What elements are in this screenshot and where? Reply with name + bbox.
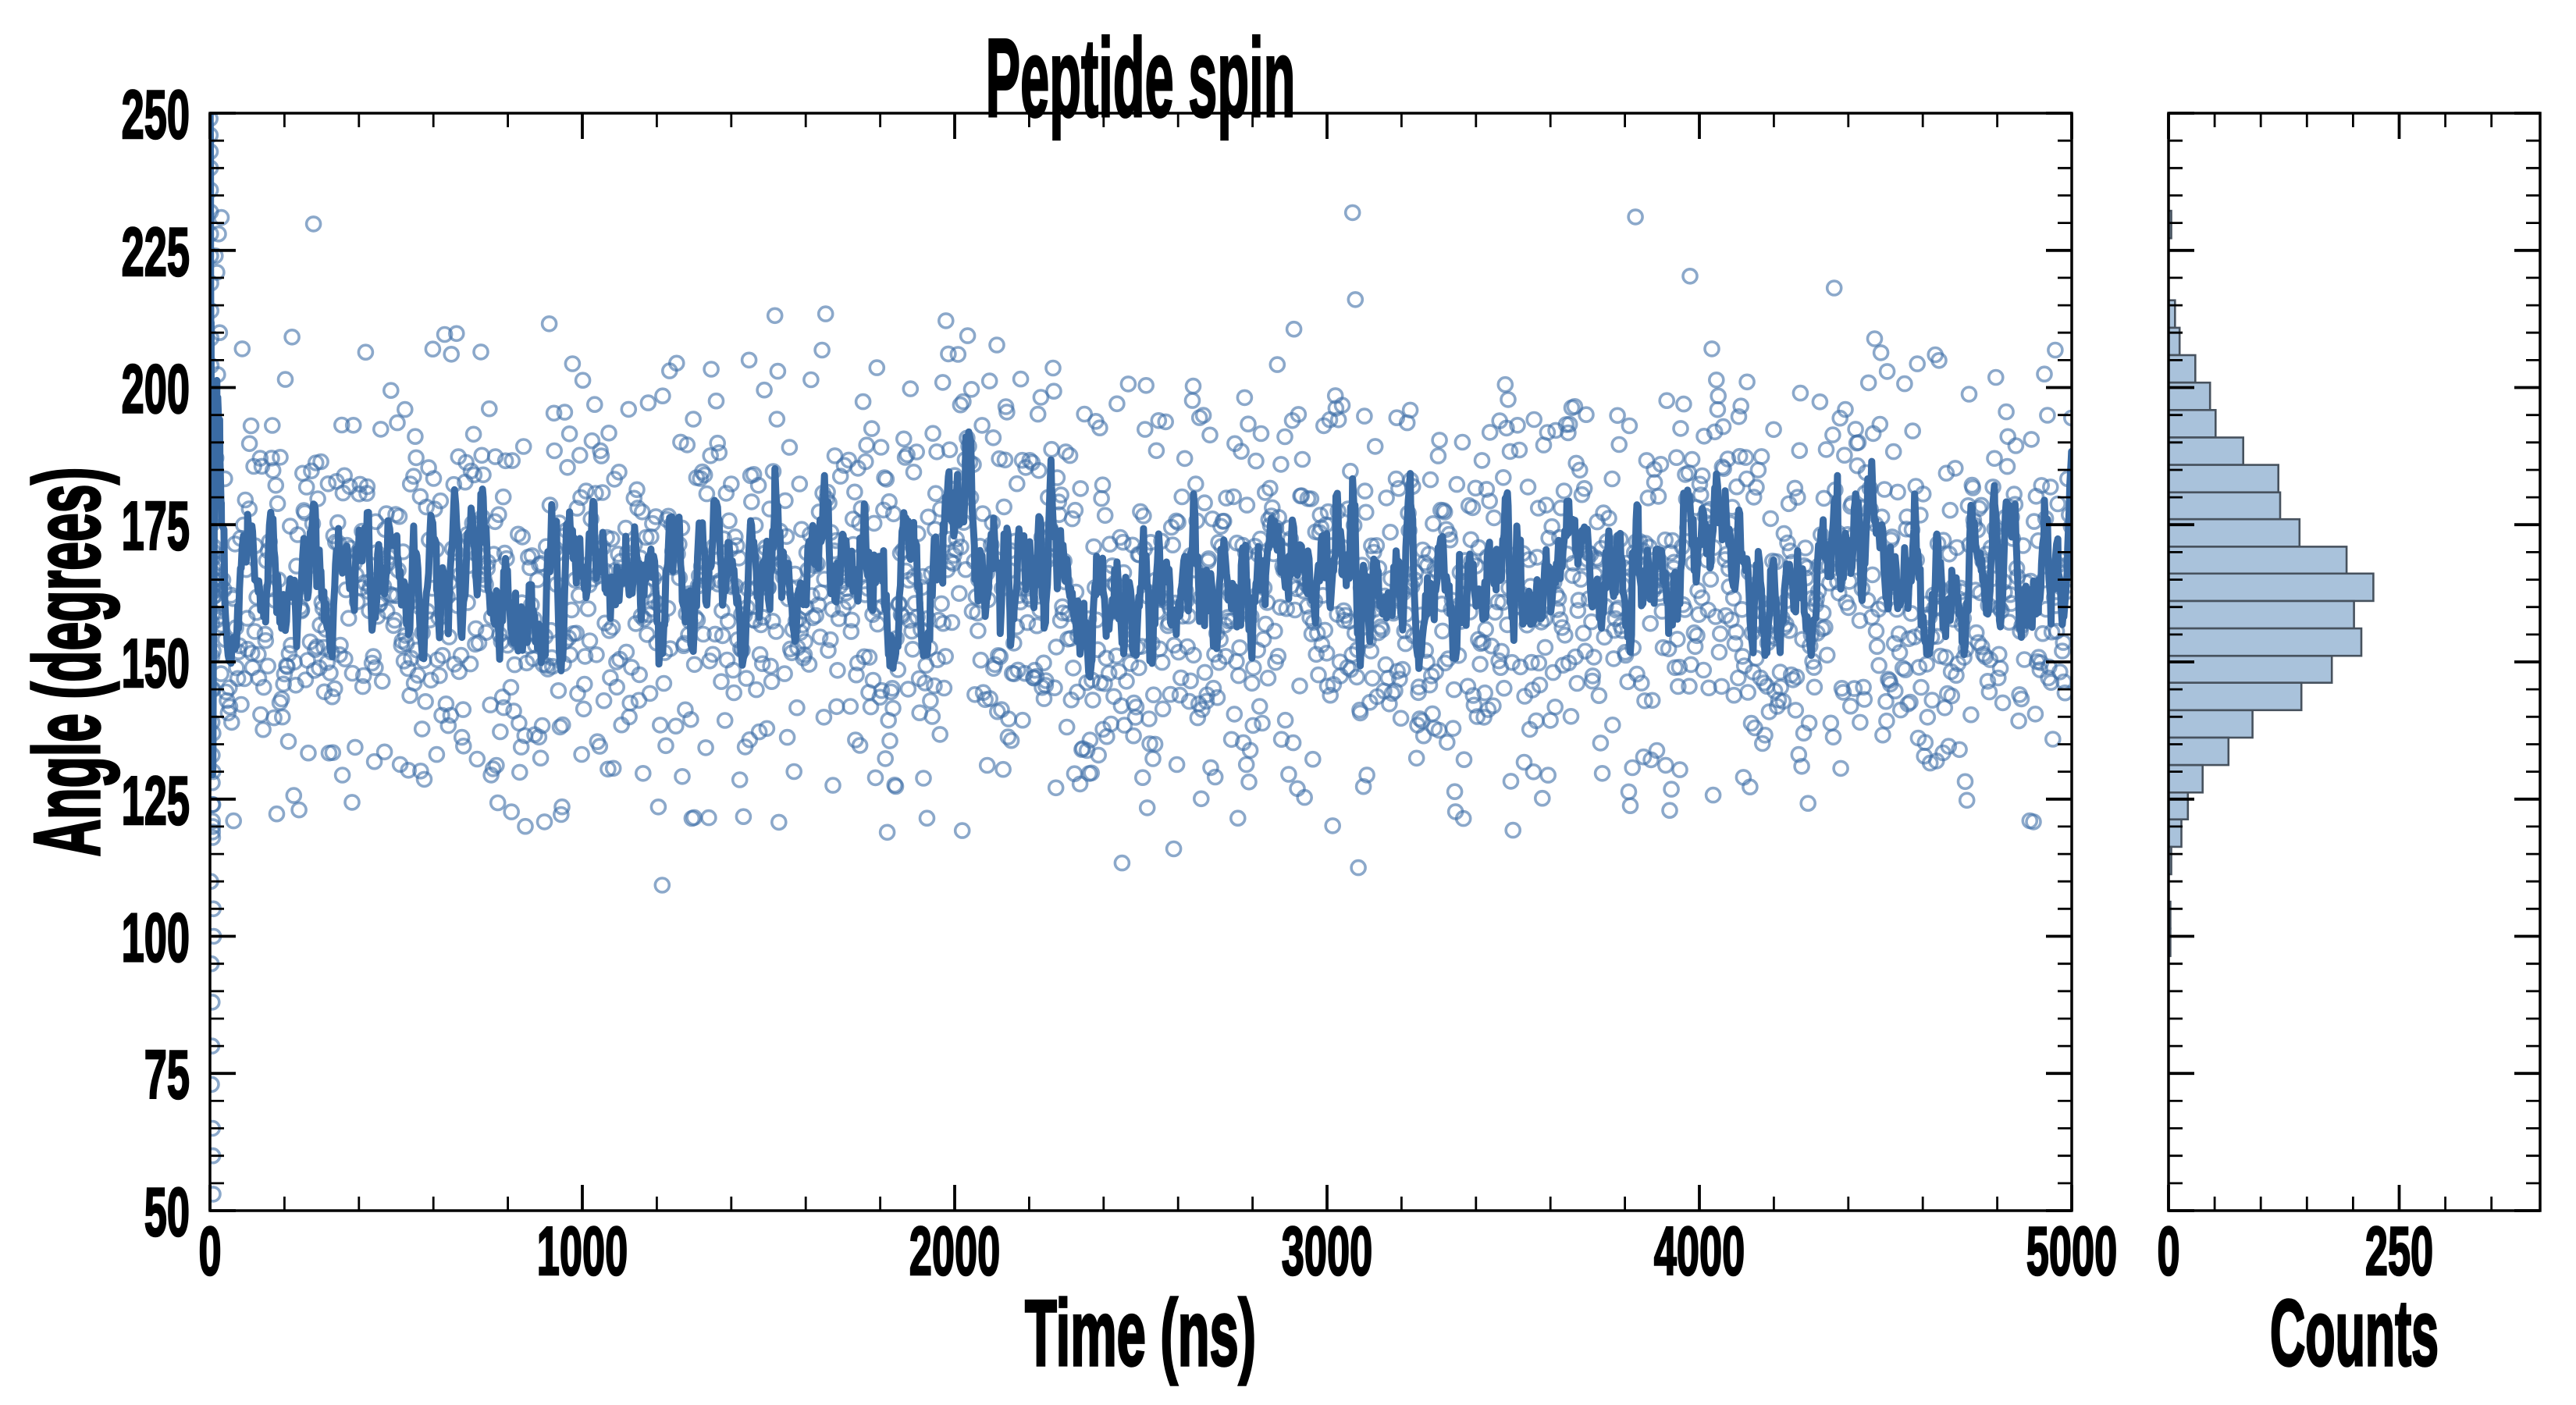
svg-text:3000: 3000 [1282,1213,1372,1289]
svg-text:Peptide spin: Peptide spin [986,16,1296,140]
svg-text:175: 175 [122,488,190,564]
svg-text:125: 125 [122,763,190,839]
svg-text:225: 225 [122,214,190,290]
svg-text:150: 150 [122,625,190,702]
svg-text:0: 0 [198,1213,221,1289]
svg-text:0: 0 [2157,1213,2179,1289]
svg-text:Time (ns): Time (ns) [1025,1280,1256,1385]
svg-text:50: 50 [144,1174,190,1250]
svg-text:2000: 2000 [909,1213,1000,1289]
svg-text:Counts: Counts [2270,1281,2439,1385]
svg-text:75: 75 [144,1037,190,1113]
svg-text:200: 200 [122,351,190,428]
svg-text:1000: 1000 [537,1213,628,1289]
svg-text:100: 100 [122,900,190,976]
svg-text:250: 250 [122,76,190,153]
svg-text:Angle (degrees): Angle (degrees) [14,468,119,857]
svg-text:250: 250 [2365,1213,2433,1289]
svg-text:4000: 4000 [1654,1213,1745,1289]
svg-text:5000: 5000 [2026,1213,2117,1289]
